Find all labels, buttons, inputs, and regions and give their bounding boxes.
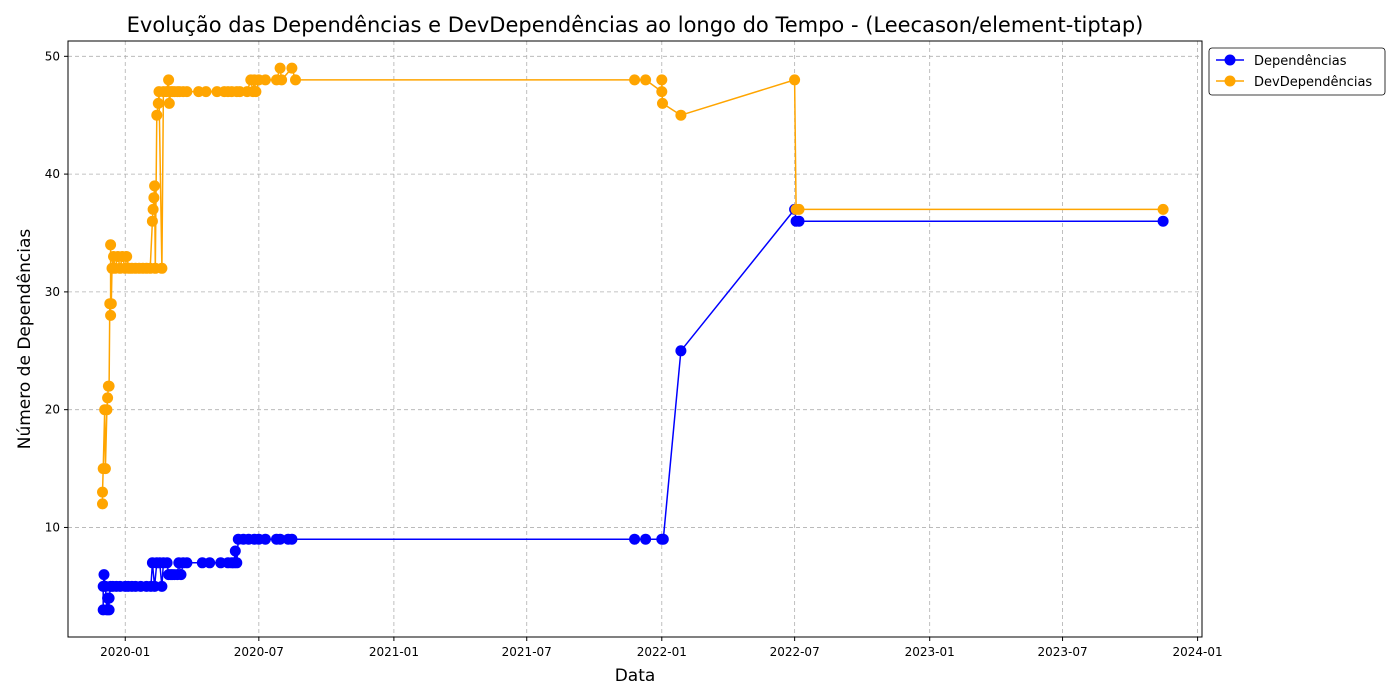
data-point-devdependencias bbox=[656, 86, 668, 98]
data-point-devdependencias bbox=[675, 109, 687, 121]
data-point-dependencias bbox=[274, 533, 286, 545]
data-point-dependencias bbox=[98, 569, 110, 581]
y-tick-label: 30 bbox=[45, 285, 60, 299]
data-point-devdependencias bbox=[156, 262, 168, 274]
data-point-devdependencias bbox=[657, 97, 668, 109]
data-point-dependencias bbox=[1157, 215, 1169, 227]
data-point-devdependencias bbox=[163, 74, 175, 86]
data-point-devdependencias bbox=[181, 86, 193, 98]
data-point-dependencias bbox=[229, 545, 241, 557]
data-point-devdependencias bbox=[105, 298, 117, 310]
y-tick-label: 50 bbox=[45, 49, 60, 63]
data-point-devdependencias bbox=[152, 97, 164, 109]
data-point-dependencias bbox=[204, 557, 216, 569]
data-point-dependencias bbox=[175, 569, 187, 581]
grid bbox=[68, 41, 1202, 637]
x-tick-label: 2022-07 bbox=[770, 645, 820, 659]
legend: Dependências DevDependências bbox=[1208, 47, 1386, 96]
data-point-devdependencias bbox=[97, 486, 108, 498]
data-point-dependencias bbox=[103, 604, 115, 616]
data-point-devdependencias bbox=[259, 74, 271, 86]
x-tick-label: 2020-07 bbox=[234, 645, 284, 659]
data-point-devdependencias bbox=[793, 203, 805, 215]
x-axis-label: Data bbox=[615, 666, 656, 686]
data-point-dependencias bbox=[156, 580, 168, 592]
data-point-devdependencias bbox=[146, 215, 158, 227]
x-tick-label: 2021-01 bbox=[369, 645, 419, 659]
data-point-devdependencias bbox=[103, 380, 115, 392]
y-axis-label: Número de Dependências bbox=[15, 229, 35, 450]
data-point-dependencias bbox=[181, 557, 193, 569]
data-point-devdependencias bbox=[274, 62, 286, 74]
legend-frame bbox=[1208, 47, 1386, 96]
data-point-devdependencias bbox=[789, 74, 801, 86]
legend-marker-devdependencias bbox=[1224, 75, 1236, 87]
data-point-devdependencias bbox=[640, 74, 652, 86]
data-point-devdependencias bbox=[656, 74, 668, 86]
data-point-devdependencias bbox=[250, 86, 262, 98]
chart-title: Evolução das Dependências e DevDependênc… bbox=[127, 13, 1144, 37]
legend-marker-dependencias bbox=[1224, 54, 1236, 66]
y-tick-label: 20 bbox=[45, 403, 60, 417]
data-point-devdependencias bbox=[99, 463, 111, 475]
series-devdependencias bbox=[97, 62, 1169, 510]
series-line-devdependencias bbox=[101, 67, 1164, 504]
data-point-dependencias bbox=[103, 592, 115, 604]
x-tick-label: 2021-07 bbox=[502, 645, 552, 659]
data-point-devdependencias bbox=[105, 239, 117, 251]
data-point-dependencias bbox=[793, 215, 805, 227]
x-tick-label: 2022-01 bbox=[637, 645, 687, 659]
data-point-devdependencias bbox=[102, 392, 114, 404]
x-tick-label: 2024-01 bbox=[1173, 645, 1223, 659]
data-point-dependencias bbox=[161, 557, 173, 569]
series-line-dependencias bbox=[102, 208, 1164, 611]
series-layer bbox=[97, 62, 1169, 616]
legend-label-devdependencias: DevDependências bbox=[1254, 75, 1372, 90]
data-point-devdependencias bbox=[121, 251, 133, 262]
data-point-devdependencias bbox=[149, 180, 161, 192]
y-tick-label: 10 bbox=[45, 520, 60, 534]
data-point-dependencias bbox=[675, 345, 687, 357]
y-tick-label: 40 bbox=[45, 167, 60, 181]
y-axis-ticks: 10 20 30 40 50 bbox=[45, 49, 68, 534]
data-point-devdependencias bbox=[286, 62, 298, 74]
x-tick-label: 2020-01 bbox=[100, 645, 150, 659]
data-point-dependencias bbox=[657, 533, 669, 545]
data-point-devdependencias bbox=[629, 74, 641, 86]
data-point-dependencias bbox=[629, 533, 641, 545]
data-point-devdependencias bbox=[148, 192, 160, 204]
data-point-dependencias bbox=[640, 533, 652, 545]
legend-label-dependencias: Dependências bbox=[1254, 54, 1347, 69]
x-tick-label: 2023-01 bbox=[905, 645, 955, 659]
data-point-devdependencias bbox=[200, 86, 212, 98]
data-point-dependencias bbox=[259, 533, 271, 545]
data-point-devdependencias bbox=[97, 498, 108, 510]
data-point-devdependencias bbox=[151, 109, 163, 121]
data-point-devdependencias bbox=[105, 309, 117, 321]
data-point-devdependencias bbox=[290, 74, 301, 86]
data-point-dependencias bbox=[231, 557, 243, 569]
x-tick-label: 2023-07 bbox=[1037, 645, 1087, 659]
data-point-devdependencias bbox=[1157, 203, 1169, 215]
data-point-devdependencias bbox=[147, 203, 159, 215]
data-point-devdependencias bbox=[101, 404, 113, 416]
series-dependencias bbox=[97, 203, 1169, 616]
x-axis-ticks: 2020-01 2020-07 2021-01 2021-07 2022-01 2022-… bbox=[100, 637, 1223, 659]
plot-frame bbox=[67, 40, 1203, 638]
data-point-dependencias bbox=[286, 533, 298, 545]
data-point-devdependencias bbox=[163, 97, 175, 109]
data-point-devdependencias bbox=[276, 74, 288, 86]
